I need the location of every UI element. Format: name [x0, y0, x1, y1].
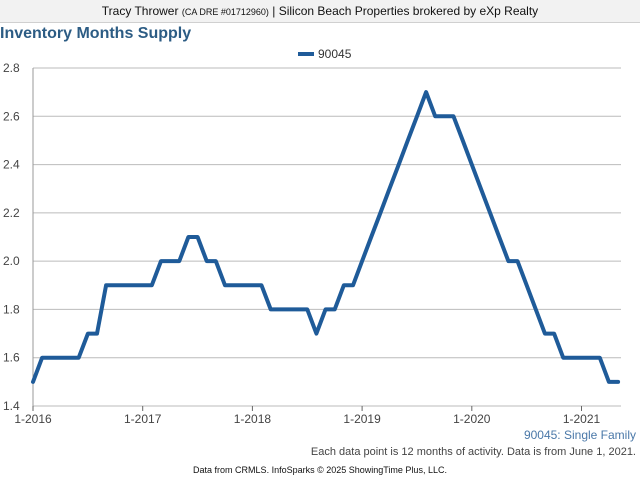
y-tick-label: 1.6	[3, 351, 20, 365]
x-tick-label: 1-2016	[14, 412, 52, 426]
series-line-90045	[31, 90, 621, 384]
x-tick-label: 1-2020	[453, 412, 491, 426]
y-tick-label: 2.2	[3, 206, 20, 220]
y-tick-label: 2.6	[3, 109, 20, 123]
x-tick-label: 1-2021	[563, 412, 601, 426]
x-tick-label: 1-2018	[234, 412, 272, 426]
x-tick-label: 1-2017	[124, 412, 162, 426]
chart-title: Inventory Months Supply	[0, 25, 192, 42]
legend-label: 90045	[318, 47, 352, 61]
x-tick-label: 1-2019	[343, 412, 381, 426]
y-tick-label: 2.0	[3, 254, 20, 268]
y-tick-label: 1.8	[3, 302, 20, 316]
header-bar: Tracy Thrower (CA DRE #01712960) | Silic…	[0, 0, 640, 23]
data-note: Each data point is 12 months of activity…	[310, 446, 636, 458]
agent-license: (CA DRE #01712960)	[181, 7, 269, 17]
header-separator: |	[272, 4, 276, 18]
agent-name: Tracy Thrower	[101, 4, 179, 18]
series-caption: 90045: Single Family	[523, 428, 636, 442]
footer-credit: Data from CRMLS. InfoSparks © 2025 Showi…	[193, 465, 447, 475]
y-tick-label: 1.4	[3, 399, 20, 413]
y-tick-label: 2.4	[3, 158, 20, 172]
brokerage-name: Silicon Beach Properties brokered by eXp…	[278, 4, 539, 18]
y-tick-label: 2.8	[3, 61, 20, 75]
